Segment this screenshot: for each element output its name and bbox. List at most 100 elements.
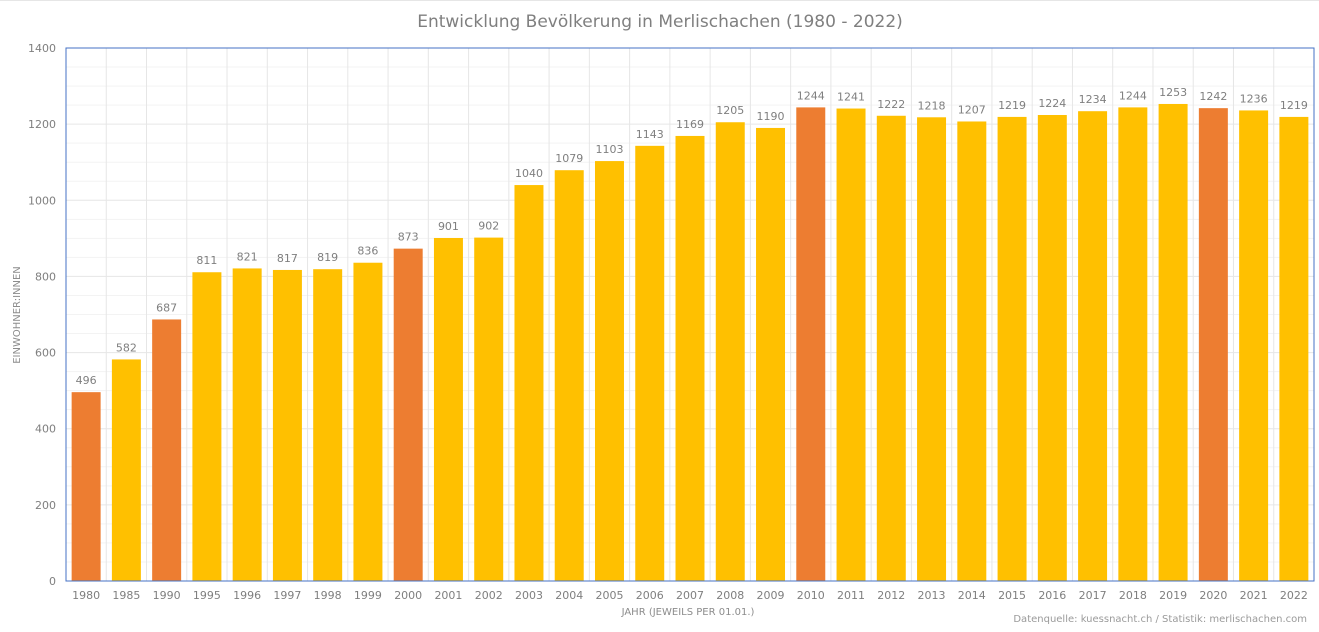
data-label-2008: 1205 [716, 104, 744, 117]
data-label-2016: 1224 [1038, 97, 1066, 110]
x-tick-2000: 2000 [394, 589, 422, 602]
bar-2019 [1158, 103, 1188, 581]
data-label-2007: 1169 [676, 118, 704, 131]
plot-area-frame [65, 47, 1315, 582]
data-label-2015: 1219 [998, 99, 1026, 112]
x-tick-1980: 1980 [72, 589, 100, 602]
y-tick-200: 200 [35, 499, 56, 512]
bar-2006 [635, 145, 665, 581]
x-tick-2019: 2019 [1159, 589, 1187, 602]
data-label-2000: 873 [398, 231, 419, 244]
data-label-2011: 1241 [837, 91, 865, 104]
data-labels: 496 582 687 811 821 817 819 836 873 901 902 1040 107… [76, 86, 1308, 387]
bar-2011 [836, 108, 866, 581]
bars [71, 103, 1309, 582]
data-label-2013: 1218 [918, 99, 946, 112]
x-tick-1985: 1985 [112, 589, 140, 602]
data-label-2022: 1219 [1280, 99, 1308, 112]
bar-2009 [756, 127, 786, 581]
x-tick-2010: 2010 [797, 589, 825, 602]
x-axis-title: JAHR (JEWEILS PER 01.01.) [621, 607, 755, 618]
data-label-1985: 582 [116, 341, 137, 354]
x-tick-2005: 2005 [595, 589, 623, 602]
bar-2016 [1037, 115, 1067, 582]
data-label-2018: 1244 [1119, 89, 1147, 102]
data-label-2021: 1236 [1240, 92, 1268, 105]
bar-2010 [796, 107, 826, 582]
y-tick-600: 600 [35, 347, 56, 360]
y-tick-800: 800 [35, 270, 56, 283]
x-tick-1999: 1999 [354, 589, 382, 602]
x-tick-2017: 2017 [1079, 589, 1107, 602]
bar-2000 [393, 248, 423, 582]
y-axis-title: EINWOHNER:INNEN [12, 266, 23, 364]
data-label-2017: 1234 [1079, 93, 1107, 106]
x-tick-1990: 1990 [153, 589, 181, 602]
y-tick-1200: 1200 [28, 118, 56, 131]
x-tick-2011: 2011 [837, 589, 865, 602]
data-label-2009: 1190 [757, 110, 785, 123]
data-label-1998: 819 [317, 251, 338, 264]
data-label-1999: 836 [357, 245, 378, 258]
y-axis-ticks: 0 200 400 600 800 1000 1200 1400 [28, 42, 56, 588]
x-tick-1996: 1996 [233, 589, 261, 602]
bar-2022 [1279, 116, 1309, 581]
bar-2015 [997, 116, 1027, 581]
x-tick-2016: 2016 [1038, 589, 1066, 602]
data-label-2003: 1040 [515, 167, 543, 180]
x-tick-2015: 2015 [998, 589, 1026, 602]
data-label-2001: 901 [438, 220, 459, 233]
x-tick-2007: 2007 [676, 589, 704, 602]
x-tick-2003: 2003 [515, 589, 543, 602]
bar-1985 [111, 359, 141, 581]
data-label-2014: 1207 [958, 103, 986, 116]
bar-2018 [1118, 107, 1148, 582]
x-tick-1997: 1997 [273, 589, 301, 602]
y-tick-1000: 1000 [28, 194, 56, 207]
data-label-2002: 902 [478, 220, 499, 233]
bar-2004 [554, 170, 584, 581]
bar-1998 [313, 269, 343, 581]
data-label-2005: 1103 [595, 143, 623, 156]
x-tick-2006: 2006 [636, 589, 664, 602]
bar-2005 [594, 161, 624, 581]
bar-2002 [474, 237, 504, 582]
bar-2021 [1239, 110, 1269, 582]
x-tick-2022: 2022 [1280, 589, 1308, 602]
bar-2003 [514, 185, 544, 582]
bar-2013 [917, 117, 947, 581]
data-label-1996: 821 [237, 250, 258, 263]
y-tick-0: 0 [49, 575, 56, 588]
bar-2020 [1198, 108, 1228, 581]
bar-1996 [232, 268, 262, 581]
data-label-2010: 1244 [797, 89, 825, 102]
bar-2014 [957, 121, 987, 582]
data-label-2020: 1242 [1199, 90, 1227, 103]
x-tick-2002: 2002 [475, 589, 503, 602]
bar-2001 [433, 237, 463, 581]
bar-1997 [272, 269, 302, 581]
data-label-2006: 1143 [636, 128, 664, 141]
data-label-2012: 1222 [877, 98, 905, 111]
bar-1990 [152, 319, 182, 581]
x-tick-2001: 2001 [434, 589, 462, 602]
x-tick-2008: 2008 [716, 589, 744, 602]
x-tick-2013: 2013 [918, 589, 946, 602]
data-label-1980: 496 [76, 374, 97, 387]
bar-2008 [715, 122, 745, 581]
bar-1980 [71, 392, 101, 581]
x-tick-2020: 2020 [1199, 589, 1227, 602]
x-tick-1995: 1995 [193, 589, 221, 602]
data-label-1997: 817 [277, 252, 298, 265]
bar-1999 [353, 262, 383, 581]
x-tick-2018: 2018 [1119, 589, 1147, 602]
bar-2017 [1078, 111, 1108, 581]
chart-title: Entwicklung Bevölkerung in Merlischachen… [417, 12, 903, 32]
data-label-2019: 1253 [1159, 86, 1187, 99]
data-source-note: Datenquelle: kuessnacht.ch / Statistik: … [1013, 614, 1307, 625]
x-axis-ticks: 1980 1985 1990 1995 1996 1997 1998 1999 2000 2001… [72, 589, 1308, 602]
x-tick-2014: 2014 [958, 589, 986, 602]
x-tick-1998: 1998 [314, 589, 342, 602]
x-tick-2021: 2021 [1240, 589, 1268, 602]
